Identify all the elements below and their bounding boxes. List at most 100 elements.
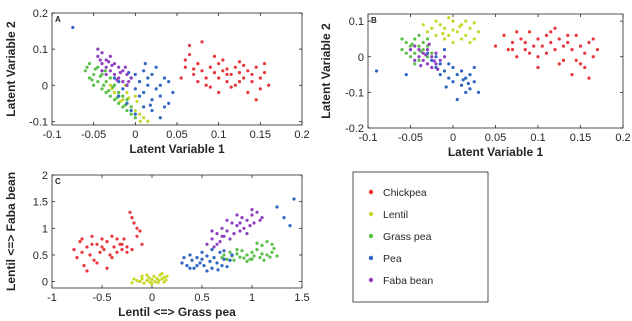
point-chickpea: [254, 65, 258, 69]
point-faba-bean: [98, 58, 102, 62]
point-pea: [434, 55, 438, 59]
point-chickpea: [523, 40, 527, 45]
point-pea: [447, 62, 451, 66]
point-grass-pea: [129, 112, 133, 116]
point-grass-pea: [413, 51, 417, 55]
point-chickpea: [561, 44, 566, 48]
point-pea: [190, 258, 194, 262]
point-chickpea: [258, 76, 262, 80]
x-axis-label: Latent Variable 1: [448, 145, 544, 159]
point-chickpea: [90, 242, 94, 246]
point-pea: [162, 105, 167, 109]
point-grass-pea: [270, 250, 274, 254]
point-chickpea: [242, 76, 246, 80]
x-tick-label: -0.05: [398, 132, 423, 144]
point-pea: [464, 76, 468, 80]
point-chickpea: [100, 245, 104, 249]
point-pea: [171, 90, 175, 95]
point-faba-bean: [421, 51, 425, 55]
point-chickpea: [544, 33, 549, 37]
point-chickpea: [557, 62, 561, 66]
point-chickpea: [196, 80, 200, 84]
point-faba-bean: [419, 64, 423, 68]
point-chickpea: [72, 248, 76, 252]
point-lentil: [137, 112, 142, 116]
point-faba-bean: [218, 240, 222, 244]
point-chickpea: [225, 67, 229, 71]
point-grass-pea: [408, 55, 413, 59]
point-grass-pea: [104, 80, 108, 84]
point-faba-bean: [424, 53, 428, 57]
point-pea: [143, 61, 147, 66]
point-pea: [133, 112, 137, 116]
point-pea: [188, 266, 192, 270]
point-chickpea: [595, 48, 600, 52]
x-tick-label: 0.1: [211, 129, 226, 141]
point-lentil: [425, 30, 430, 34]
panel-letter: A: [55, 15, 61, 24]
y-axis-label: Latent Variable 2: [319, 23, 333, 119]
point-chickpea: [574, 58, 578, 62]
point-lentil: [142, 116, 146, 120]
point-faba-bean: [252, 221, 256, 225]
point-chickpea: [566, 33, 570, 37]
point-pea: [459, 69, 464, 73]
point-chickpea: [192, 72, 196, 77]
point-pea: [205, 254, 209, 258]
x-axis-label: Latent Variable 1: [129, 142, 225, 156]
point-pea: [230, 253, 234, 257]
point-chickpea: [250, 72, 254, 77]
point-lentil: [472, 37, 476, 41]
point-lentil: [150, 282, 154, 286]
point-pea: [158, 116, 162, 120]
point-chickpea: [536, 37, 540, 41]
point-chickpea: [225, 80, 229, 84]
point-chickpea: [591, 37, 595, 41]
y-axis-label: Latent Variable 2: [4, 21, 18, 117]
x-tick-label: 0: [149, 292, 155, 304]
point-chickpea: [192, 67, 196, 71]
point-chickpea: [229, 85, 233, 89]
legend-label-faba-bean: Faba bean: [383, 275, 433, 287]
x-tick-label: 1: [249, 292, 255, 304]
point-chickpea: [130, 248, 134, 252]
point-chickpea: [208, 85, 212, 89]
point-lentil: [464, 19, 468, 23]
point-chickpea: [212, 71, 217, 75]
point-chickpea: [229, 72, 233, 77]
point-pea: [468, 87, 472, 91]
point-chickpea: [183, 58, 187, 62]
point-chickpea: [187, 52, 192, 57]
point-lentil: [150, 277, 154, 282]
point-grass-pea: [121, 94, 125, 98]
point-grass-pea: [260, 252, 264, 256]
point-lentil: [125, 90, 129, 95]
point-faba-bean: [255, 210, 259, 214]
point-faba-bean: [232, 232, 236, 236]
point-chickpea: [536, 65, 540, 70]
point-lentil: [162, 275, 166, 279]
point-lentil: [135, 278, 139, 283]
legend-marker-grass-pea: [368, 233, 374, 239]
point-chickpea: [536, 55, 540, 59]
point-lentil: [156, 281, 160, 285]
point-faba-bean: [215, 232, 219, 236]
point-chickpea: [553, 26, 557, 30]
point-grass-pea: [107, 89, 111, 93]
point-pea: [228, 258, 232, 262]
point-faba-bean: [118, 71, 122, 75]
point-grass-pea: [87, 61, 92, 66]
point-pea: [195, 264, 199, 268]
legend-marker-lentil: [368, 211, 374, 217]
point-lentil: [155, 276, 159, 281]
axes-box: [367, 13, 624, 129]
point-faba-bean: [238, 229, 242, 233]
point-chickpea: [212, 54, 217, 58]
point-faba-bean: [427, 42, 431, 46]
point-chickpea: [82, 264, 86, 268]
y-tick-label: 0.2: [33, 8, 48, 20]
point-chickpea: [246, 90, 250, 95]
y-tick-label: -0.1: [345, 87, 364, 99]
point-chickpea: [519, 37, 523, 41]
point-grass-pea: [410, 42, 414, 46]
